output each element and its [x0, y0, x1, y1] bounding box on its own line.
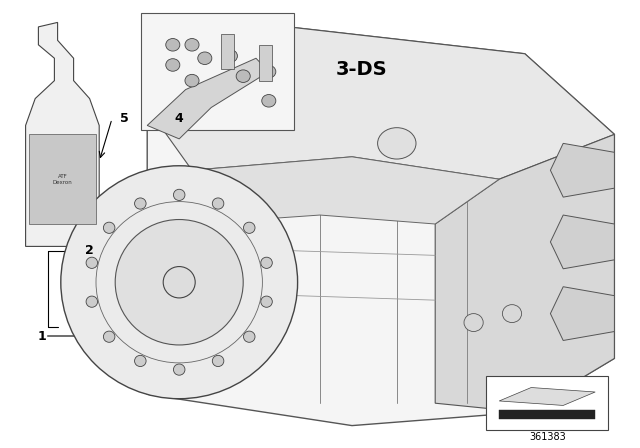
Polygon shape: [550, 143, 614, 197]
Ellipse shape: [134, 198, 146, 209]
Ellipse shape: [260, 296, 272, 307]
Polygon shape: [147, 27, 614, 426]
Polygon shape: [192, 157, 499, 224]
Ellipse shape: [260, 257, 272, 268]
Ellipse shape: [173, 190, 185, 201]
Ellipse shape: [104, 222, 115, 233]
Ellipse shape: [173, 364, 185, 375]
Polygon shape: [499, 388, 595, 405]
Polygon shape: [550, 287, 614, 340]
Polygon shape: [26, 22, 99, 246]
Polygon shape: [29, 134, 96, 224]
Ellipse shape: [243, 222, 255, 233]
Ellipse shape: [212, 355, 224, 366]
Ellipse shape: [464, 314, 483, 332]
Ellipse shape: [243, 331, 255, 342]
Ellipse shape: [262, 65, 276, 78]
Polygon shape: [499, 410, 595, 419]
Ellipse shape: [262, 95, 276, 107]
Ellipse shape: [223, 50, 237, 62]
Text: 1: 1: [37, 329, 46, 343]
Ellipse shape: [115, 220, 243, 345]
Text: 3-DS: 3-DS: [336, 60, 387, 79]
Polygon shape: [259, 45, 272, 81]
Ellipse shape: [166, 59, 180, 71]
Text: 4: 4: [175, 112, 184, 125]
Ellipse shape: [212, 198, 224, 209]
Polygon shape: [147, 27, 614, 179]
Ellipse shape: [502, 305, 522, 323]
Text: 5: 5: [120, 112, 129, 125]
FancyBboxPatch shape: [486, 376, 608, 430]
Polygon shape: [141, 13, 294, 130]
Ellipse shape: [163, 267, 195, 298]
Text: 361383: 361383: [529, 432, 566, 442]
Ellipse shape: [86, 296, 98, 307]
Polygon shape: [221, 34, 234, 69]
Polygon shape: [147, 58, 269, 139]
Ellipse shape: [378, 128, 416, 159]
Text: 2: 2: [85, 244, 94, 258]
Ellipse shape: [198, 52, 212, 65]
Ellipse shape: [236, 70, 250, 82]
Ellipse shape: [104, 331, 115, 342]
Ellipse shape: [166, 39, 180, 51]
Ellipse shape: [61, 166, 298, 399]
Text: ATF
Dexron: ATF Dexron: [53, 174, 72, 185]
Polygon shape: [435, 134, 614, 412]
Ellipse shape: [185, 74, 199, 87]
Ellipse shape: [134, 355, 146, 366]
Ellipse shape: [86, 257, 98, 268]
Polygon shape: [550, 215, 614, 269]
Ellipse shape: [185, 39, 199, 51]
